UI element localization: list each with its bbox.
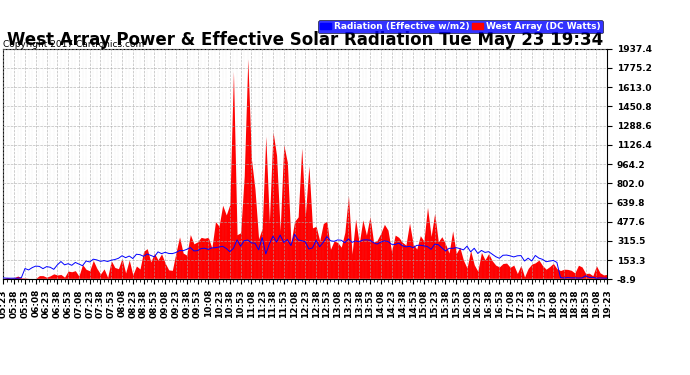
Text: Copyright 2017 Cartronics.com: Copyright 2017 Cartronics.com	[3, 39, 145, 48]
Title: West Array Power & Effective Solar Radiation Tue May 23 19:34: West Array Power & Effective Solar Radia…	[7, 31, 604, 49]
Legend: Radiation (Effective w/m2), West Array (DC Watts): Radiation (Effective w/m2), West Array (…	[318, 20, 602, 33]
